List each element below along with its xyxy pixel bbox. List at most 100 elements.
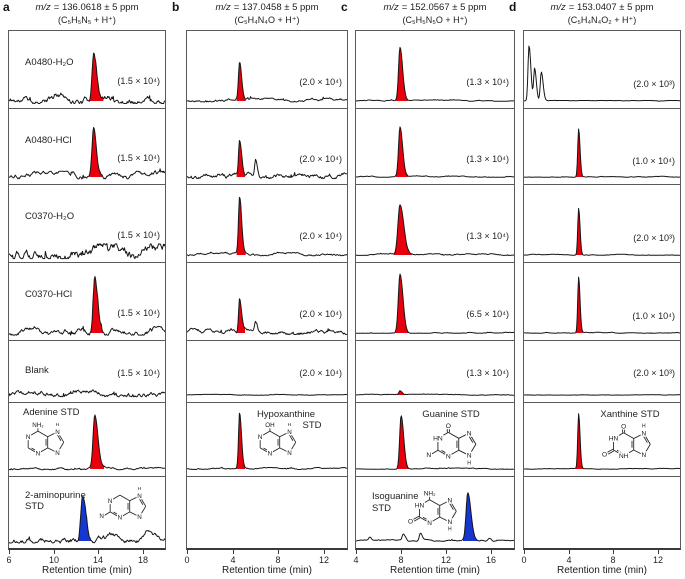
adenine-structure-box: NH₂ N N N N H (17, 421, 77, 470)
bond (104, 511, 111, 516)
x-tick-label: 14 (92, 555, 104, 565)
bond (27, 430, 39, 438)
mz-value: = 137.0458 ± 5 ppm (233, 2, 319, 13)
bond (429, 516, 440, 524)
chromatogram-row-c4: (6.5 × 10⁴) (356, 263, 514, 341)
atom-label: H (448, 527, 452, 533)
sample-label: Blank (25, 365, 49, 376)
trace-line (9, 276, 165, 336)
chromatogram-row-a7: 2-aminopurineSTDH₂NNNNNH (9, 477, 165, 548)
bond (259, 430, 271, 438)
chromatogram-row-d1: (2.0 × 10³) (524, 31, 680, 109)
trace-line (9, 126, 165, 180)
bond (57, 442, 65, 453)
chromatogram-row-c7: Isoguanine STD NH₂ O HN N N N H (356, 477, 514, 548)
trace-line (524, 128, 680, 178)
atom-label: O (446, 423, 451, 430)
bond (468, 444, 477, 456)
chromatogram-row-a1: A0480-H₂O (1.5 × 10⁴) (9, 31, 165, 109)
bond (413, 517, 421, 522)
double-bond (113, 511, 120, 516)
trace-line (356, 390, 514, 396)
chromatogram-row-c2: (1.3 × 10⁴) (356, 109, 514, 185)
chromatogram-trace (356, 415, 514, 470)
atom-label: HN (415, 503, 425, 510)
x-tick (54, 550, 55, 554)
bond (431, 449, 439, 455)
std-label: Isoguanine (372, 491, 419, 502)
std-label: STD (372, 503, 391, 514)
chromatogram-row-b2: (2.0 × 10⁴) (187, 109, 347, 185)
intensity-scale-label: (2.0 × 10³) (633, 368, 675, 378)
bond (607, 448, 614, 453)
double-bond (288, 434, 294, 441)
atom-label: N (55, 450, 60, 457)
x-tick (233, 550, 234, 554)
chromatogram-trace (356, 46, 514, 102)
atom-label: N (427, 520, 432, 527)
x-tick (491, 550, 492, 554)
x-tick (569, 550, 570, 554)
chromatogram-trace (524, 394, 680, 396)
formula-line: (C₅H₅N₅ + H⁺) (58, 15, 116, 25)
double-bond (643, 435, 648, 443)
mz-line: m/z = 152.0567 ± 5 ppm (343, 1, 527, 14)
bond (419, 516, 430, 524)
x-tick (9, 550, 10, 554)
atom-label: N (137, 493, 142, 500)
isoguanine-structure-box: NH₂ O HN N N N H (407, 488, 470, 541)
atom-label: H₂N (426, 452, 431, 459)
chromatogram-trace (524, 276, 680, 334)
bond (119, 511, 130, 518)
x-tick-label: 8 (275, 555, 281, 565)
double-bond (616, 449, 624, 455)
bond (613, 432, 624, 439)
red-peak-fill (395, 126, 408, 177)
bond (437, 431, 449, 439)
intensity-scale-label: (6.5 × 10⁴) (466, 309, 509, 319)
std-label: Guanine STD (422, 409, 480, 420)
chromatogram-trace (9, 414, 165, 471)
trace-line (356, 415, 514, 470)
x-tick-label: 12 (318, 555, 330, 565)
formula-line: (C₅H₄N₄O + H⁺) (234, 15, 300, 25)
panel-letter-c: c (341, 0, 348, 14)
bond (429, 499, 440, 506)
chromatogram-trace (9, 126, 165, 180)
chromatogram-trace (9, 243, 165, 260)
bond (419, 499, 430, 506)
x-axis-title: Retention time (min) (389, 565, 481, 576)
chromatogram-row-c1: (1.3 × 10⁴) (356, 31, 514, 109)
double-bond (449, 502, 454, 510)
bond (47, 431, 58, 438)
chromatogram-trace (9, 52, 165, 104)
hypoxanthine-structure-box: OH N N N N H (249, 421, 309, 470)
mz-line: m/z = 153.0407 ± 5 ppm (511, 1, 685, 14)
bond (458, 449, 470, 456)
bond (643, 433, 651, 445)
chromatogram-row-d2: (1.0 × 10⁴) (524, 109, 680, 185)
bond (47, 447, 58, 454)
bond (109, 494, 121, 502)
intensity-scale-label: (2.0 × 10³) (633, 233, 675, 243)
red-peak-fill (393, 204, 412, 255)
atom-label: N (268, 451, 273, 458)
chromatogram-row-d3: (2.0 × 10³) (524, 185, 680, 263)
chromatogram-trace (9, 389, 165, 398)
intensity-scale-label: (1.3 × 10⁴) (466, 154, 509, 164)
mz-line: m/z = 137.0458 ± 5 ppm (174, 1, 360, 14)
chromatogram-trace (187, 412, 347, 470)
atom-label: N (55, 429, 60, 436)
guanine-structure-box: OH₂NHNNNNH (418, 422, 490, 473)
trace-line (9, 496, 165, 544)
atom-label: N (467, 430, 472, 437)
intensity-scale-label: (1.3 × 10⁴) (466, 231, 509, 241)
chromatogram-row-d5: (2.0 × 10³) (524, 341, 680, 403)
chromatogram-trace (187, 393, 347, 396)
chromatogram-row-c6: Guanine STDOH₂NHNNNNH (356, 403, 514, 477)
chromatogram-row-b7 (187, 477, 347, 548)
chromatogram-trace (524, 207, 680, 256)
std-label: 2-aminopurine (25, 490, 86, 501)
bond (439, 516, 451, 523)
atom-label: N (108, 498, 113, 505)
